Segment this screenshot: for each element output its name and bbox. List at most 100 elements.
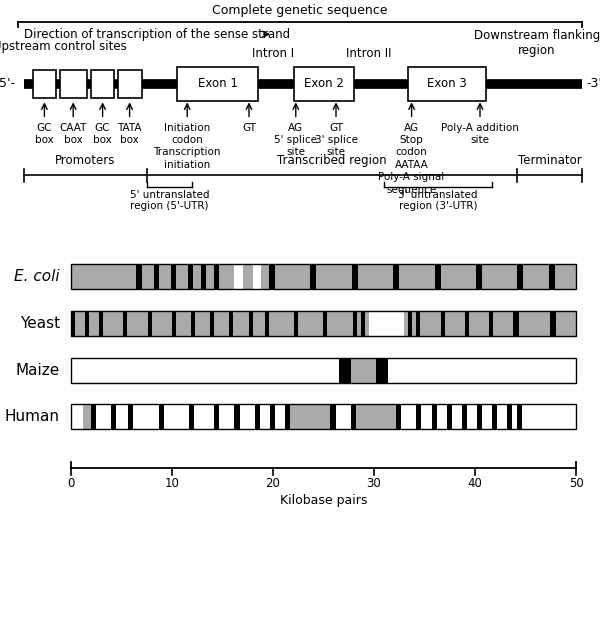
Bar [176,311,191,336]
Text: box: box [35,135,54,145]
Bar [285,404,290,429]
Bar [71,311,576,336]
Bar [465,311,469,336]
Text: site: site [326,147,346,157]
Text: Exon 2: Exon 2 [304,78,344,90]
Bar [85,311,89,336]
Text: AG: AG [404,123,419,132]
Bar [260,404,270,429]
Bar [408,67,486,101]
Text: Complete genetic sequence: Complete genetic sequence [212,4,388,17]
Bar [171,264,176,289]
Bar [421,404,431,429]
Bar [476,264,482,289]
Bar [328,311,353,336]
Bar [206,264,214,289]
Bar [269,311,294,336]
Bar [89,311,99,336]
Text: AG: AG [288,123,304,132]
Bar [233,311,248,336]
Text: Transcription: Transcription [154,147,221,157]
Bar [265,311,269,336]
Bar [188,264,193,289]
Bar [440,311,445,336]
Text: 3' splice: 3' splice [314,135,358,145]
Bar [71,264,576,289]
Bar [172,311,176,336]
Bar [239,404,254,429]
Bar [91,70,114,98]
Text: Terminator: Terminator [518,154,581,167]
Bar [376,358,388,383]
Text: Downstream flanking
region: Downstream flanking region [474,29,600,57]
Bar [523,404,576,429]
Bar [294,311,298,336]
Bar [128,404,133,429]
Bar [353,311,357,336]
Bar [517,404,523,429]
Bar [124,311,127,336]
Bar [357,311,361,336]
Text: AATAA: AATAA [395,160,428,170]
Text: 10: 10 [164,477,179,490]
Text: Stop: Stop [400,135,424,145]
Bar [416,311,421,336]
Text: 20: 20 [265,477,280,490]
Bar [350,358,376,383]
Bar [71,404,576,429]
Bar [467,404,477,429]
Bar [434,264,440,289]
Text: Poly-A addition: Poly-A addition [441,123,519,132]
Text: Yeast: Yeast [20,316,60,331]
Bar [555,264,576,289]
Bar [254,404,260,429]
Bar [261,264,269,289]
Bar [111,404,116,429]
Text: GC: GC [37,123,52,132]
Bar [148,311,152,336]
Bar [556,311,576,336]
Bar [253,264,261,289]
Bar [356,404,396,429]
Text: Poly-A signal: Poly-A signal [379,172,445,182]
Bar [338,358,350,383]
Text: Exon 3: Exon 3 [427,78,467,90]
Bar [514,311,520,336]
Text: box: box [93,135,112,145]
Bar [335,404,350,429]
Bar [549,264,555,289]
Bar [154,264,159,289]
Text: 50: 50 [569,477,583,490]
Bar [275,264,310,289]
Bar [71,264,136,289]
Bar [269,264,275,289]
Bar [133,404,159,429]
Bar [445,311,465,336]
Text: -3': -3' [587,78,600,90]
Bar [440,264,476,289]
Bar [116,404,128,429]
Bar [191,311,195,336]
Bar [214,311,229,336]
Bar [194,404,214,429]
Bar [431,404,437,429]
Bar [103,311,124,336]
Text: 40: 40 [467,477,482,490]
Bar [523,264,549,289]
Text: 3' untranslated
region (3'-UTR): 3' untranslated region (3'-UTR) [398,190,478,211]
Bar [298,311,323,336]
Bar [512,404,517,429]
Bar [290,404,331,429]
Bar [164,404,189,429]
Bar [331,404,335,429]
Text: Kilobase pairs: Kilobase pairs [280,494,367,507]
Bar [201,264,206,289]
Bar [71,264,576,289]
Bar [489,311,493,336]
Bar [71,404,576,429]
Text: GC: GC [95,123,110,132]
Bar [159,264,171,289]
Bar [452,404,462,429]
Bar [71,404,83,429]
Bar [408,311,412,336]
